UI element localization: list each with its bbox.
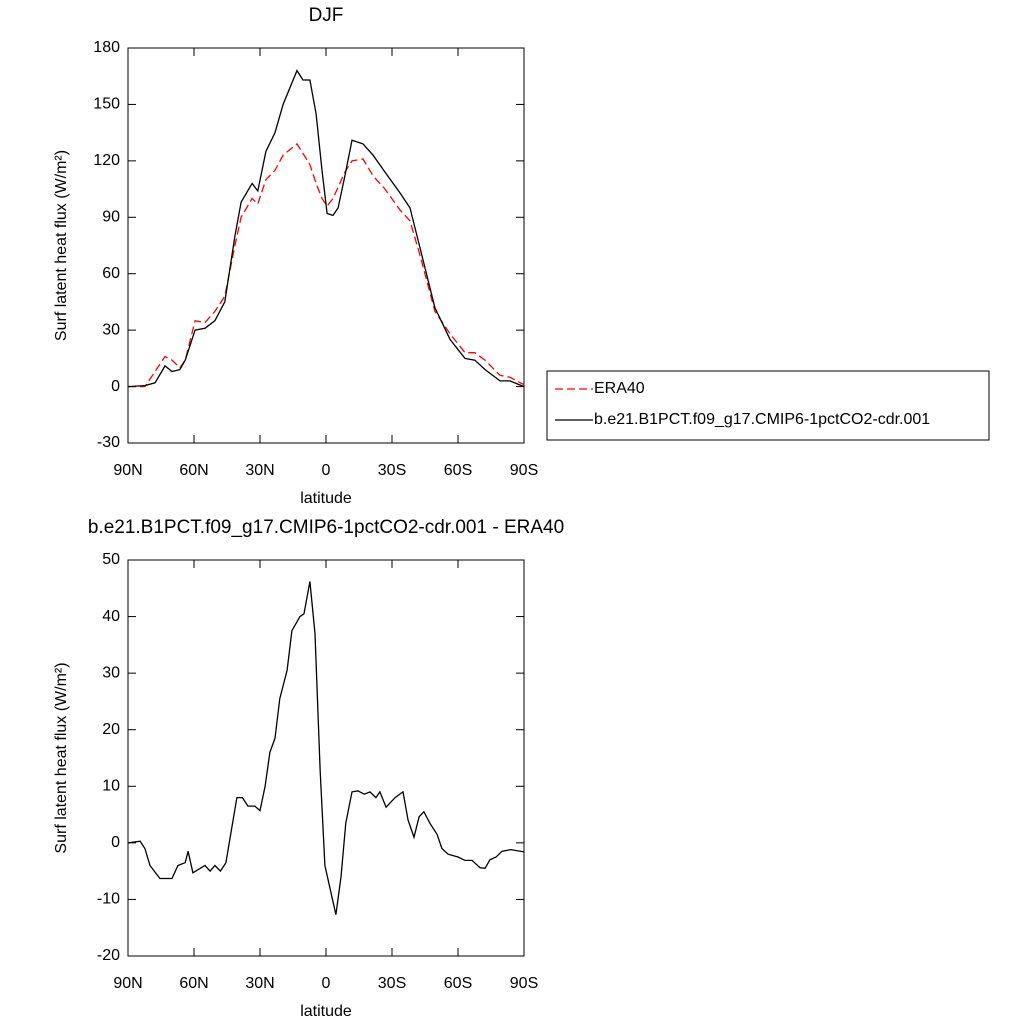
x-tick-label: 60N [179,975,208,992]
x-tick-label: 60S [444,975,472,992]
y-tick-label: 120 [93,152,120,169]
y-tick-label: 60 [102,265,120,282]
y-tick-label: 30 [102,321,120,338]
x-tick-label: 60S [444,462,472,479]
data-line [127,69,525,388]
x-axis-label: latitude [300,1003,352,1020]
y-tick-label: 10 [102,778,120,795]
y-tick-label: 90 [102,209,120,226]
y-tick-label: 50 [102,551,120,568]
y-tick-label: 20 [102,721,120,738]
x-tick-label: 90N [113,462,142,479]
y-tick-label: -30 [97,434,120,451]
y-tick-label: 0 [111,834,120,851]
x-tick-label: 30S [378,462,406,479]
data-line [127,581,525,915]
y-tick-label: 40 [102,608,120,625]
x-tick-label: 90S [510,975,538,992]
plot-frame [127,559,525,957]
x-tick-label: 0 [322,975,331,992]
plot-frame [127,47,525,444]
y-tick-label: 180 [93,39,120,56]
x-tick-label: 90S [510,462,538,479]
x-tick-label: 30N [245,975,274,992]
x-tick-label: 60N [179,462,208,479]
x-tick-label: 30S [378,975,406,992]
legend-label: b.e21.B1PCT.f09_g17.CMIP6-1pctCO2-cdr.00… [594,411,930,428]
y-tick-label: 150 [93,96,120,113]
chart-title: DJF [309,5,344,26]
y-axis-label: Surf latent heat flux (W/m²) [53,662,70,853]
y-tick-label: 0 [111,378,120,395]
y-axis-label: Surf latent heat flux (W/m²) [53,150,70,341]
x-tick-label: 30N [245,462,274,479]
chart-title: b.e21.B1PCT.f09_g17.CMIP6-1pctCO2-cdr.00… [88,517,564,538]
x-axis-label: latitude [300,490,352,507]
x-tick-label: 90N [113,975,142,992]
legend-label: ERA40 [594,380,645,397]
x-tick-label: 0 [322,462,331,479]
legend-box [546,370,990,441]
y-tick-label: -10 [97,891,120,908]
y-tick-label: -20 [97,947,120,964]
data-line [128,142,525,388]
y-tick-label: 30 [102,664,120,681]
